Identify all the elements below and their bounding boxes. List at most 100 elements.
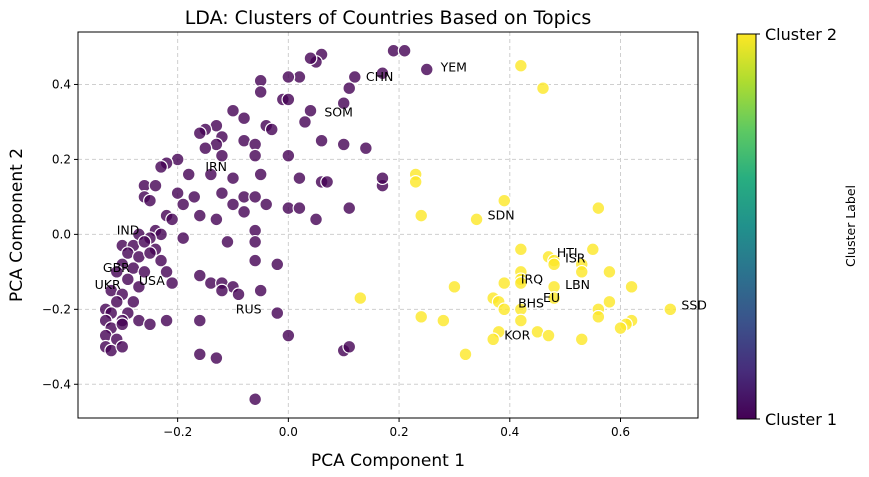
data-point-cluster-1 [120, 272, 135, 287]
data-point-cluster-2 [513, 58, 528, 73]
data-point-cluster-1 [231, 287, 246, 302]
data-point-cluster-2 [436, 313, 451, 328]
colorbar [736, 33, 757, 420]
data-point-cluster-1 [248, 234, 263, 249]
country-label: GBR [103, 260, 130, 275]
country-label: IND [117, 223, 140, 238]
data-point-cluster-2 [497, 276, 512, 290]
data-point-cluster-1 [342, 201, 357, 216]
data-point-cluster-2 [624, 279, 639, 294]
data-point-cluster-1 [226, 197, 240, 212]
country-label: LBN [565, 277, 590, 292]
data-point-cluster-2 [574, 332, 589, 347]
data-point-cluster-1 [320, 175, 335, 189]
data-point-cluster-1 [309, 212, 323, 227]
data-point-cluster-1 [192, 268, 207, 283]
data-point-cluster-2 [536, 81, 550, 96]
country-label: CHN [366, 69, 393, 84]
country-label: YEM [440, 60, 467, 75]
data-point-cluster-1 [131, 279, 146, 294]
data-points [98, 43, 678, 407]
data-point-cluster-1 [253, 283, 268, 298]
country-label: SOM [324, 105, 353, 120]
x-tick-label: −0.2 [163, 425, 192, 439]
data-point-cluster-1 [215, 148, 229, 163]
data-point-cluster-1 [220, 234, 235, 249]
data-point-cluster-1 [298, 115, 312, 129]
y-tick-label: −0.4 [42, 377, 71, 391]
data-point-cluster-1 [248, 189, 263, 204]
data-point-cluster-1 [259, 197, 274, 212]
data-point-cluster-1 [336, 137, 351, 152]
data-point-cluster-2 [353, 291, 368, 305]
data-point-cluster-1 [115, 339, 130, 354]
data-point-cluster-1 [176, 231, 191, 246]
country-label: USA [139, 273, 165, 288]
data-point-cluster-1 [375, 171, 390, 186]
country-label: SDN [488, 208, 515, 223]
x-tick-label: 0.0 [279, 425, 298, 439]
data-point-cluster-1 [109, 264, 124, 279]
data-point-cluster-1 [253, 167, 268, 182]
data-point-cluster-2 [541, 328, 556, 343]
data-point-cluster-1 [248, 148, 263, 163]
x-tick-label: 0.2 [390, 425, 409, 439]
country-label: ISR [565, 251, 586, 266]
data-point-cluster-2 [414, 309, 429, 324]
data-point-cluster-1 [187, 189, 202, 204]
data-point-cluster-1 [215, 186, 229, 201]
data-point-cluster-1 [192, 208, 207, 223]
country-label: KOR [504, 328, 530, 343]
data-point-cluster-1 [226, 103, 240, 118]
y-tick-label: 0.2 [52, 152, 71, 166]
data-point-cluster-1 [192, 313, 207, 328]
data-point-cluster-1 [203, 167, 218, 182]
country-label: HTI [557, 245, 578, 260]
data-point-cluster-2 [469, 212, 484, 227]
data-point-cluster-2 [663, 302, 678, 317]
data-point-cluster-1 [237, 204, 251, 219]
data-point-cluster-1 [336, 96, 351, 111]
data-point-cluster-1 [419, 62, 434, 77]
data-point-cluster-2 [447, 279, 462, 294]
colorbar-tick-cluster-1: Cluster 1 [765, 410, 837, 429]
data-point-cluster-1 [303, 51, 318, 66]
data-point-cluster-1 [264, 122, 279, 137]
data-point-cluster-2 [458, 347, 473, 362]
data-point-cluster-1 [192, 126, 207, 141]
data-point-cluster-1 [165, 276, 180, 290]
x-tick-label: 0.6 [611, 425, 630, 439]
data-point-cluster-1 [143, 317, 157, 332]
data-point-cluster-2 [513, 242, 528, 257]
data-point-cluster-1 [281, 70, 296, 84]
data-point-cluster-2 [497, 193, 512, 208]
data-point-cluster-2 [486, 332, 501, 347]
data-point-cluster-2 [591, 201, 606, 216]
data-point-cluster-1 [165, 212, 180, 227]
data-point-cluster-1 [375, 66, 390, 81]
axis-ticks: −0.2 0.0 0.2 0.4 0.6 −0.4 −0.2 0.0 0.2 0.4 [42, 77, 630, 439]
chart-title: LDA: Clusters of Countries Based on Topi… [185, 7, 592, 29]
plot-area-frame [77, 31, 699, 419]
data-point-cluster-1 [181, 167, 196, 182]
data-point-cluster-1 [143, 193, 157, 208]
x-tick-label: 0.4 [500, 425, 519, 439]
country-label: BHS [518, 296, 544, 311]
country-label: EU [543, 290, 560, 305]
data-point-cluster-1 [143, 246, 157, 261]
data-point-cluster-2 [513, 313, 528, 328]
data-point-cluster-1 [248, 253, 263, 268]
data-point-cluster-1 [154, 253, 168, 268]
data-point-cluster-2 [513, 276, 528, 290]
data-point-cluster-1 [148, 178, 163, 193]
data-point-cluster-1 [154, 160, 168, 174]
data-point-cluster-1 [253, 85, 268, 99]
data-point-cluster-1 [270, 306, 285, 320]
data-point-cluster-1 [303, 103, 318, 118]
data-point-cluster-1 [248, 392, 263, 407]
data-point-cluster-1 [137, 234, 152, 249]
data-point-cluster-1 [292, 171, 307, 186]
data-point-cluster-1 [170, 186, 185, 201]
grid-lines [78, 32, 698, 418]
